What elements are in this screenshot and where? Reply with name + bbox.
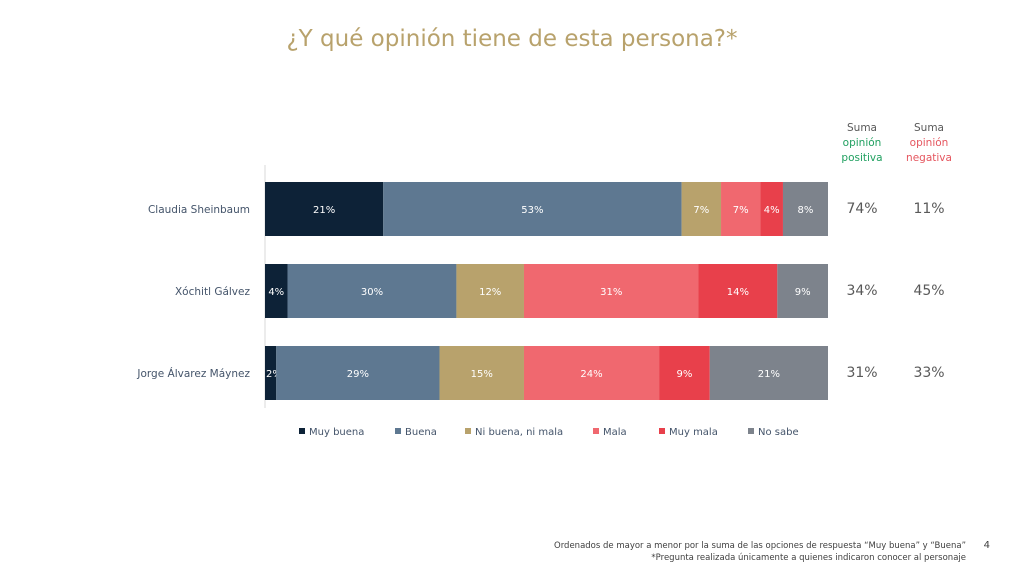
sum-negative-header-line3: negativa: [906, 152, 952, 164]
data-label: 21%: [313, 205, 335, 216]
sum-negative-header-line2: opinión: [910, 137, 949, 149]
legend: Muy buena Buena Ni buena, ni mala Mala Muy m…: [299, 427, 799, 438]
bar-segment: [777, 264, 828, 318]
sum-positive-value: 31%: [846, 365, 877, 381]
bar-segment: [698, 264, 778, 318]
sum-positive-header-line1: Suma: [847, 122, 877, 134]
bar-segment: [439, 346, 524, 400]
data-label: 15%: [471, 369, 493, 380]
data-label: 4%: [268, 287, 284, 298]
sum-negative-header-line1: Suma: [914, 122, 944, 134]
data-label: 24%: [580, 369, 602, 380]
bar-segment: [681, 182, 722, 236]
bar-segment: [265, 182, 384, 236]
bars-group: Claudia Sheinbaum 21% 53% 7% 7% 4% 8% 74% 11% Xóc…: [136, 182, 945, 400]
data-label: 7%: [733, 205, 749, 216]
data-label: 14%: [727, 287, 749, 298]
legend-swatch: [465, 428, 471, 434]
sum-negative-value: 33%: [913, 365, 944, 381]
data-label: 21%: [758, 369, 780, 380]
legend-label: Muy buena: [309, 427, 364, 438]
category-label: Claudia Sheinbaum: [148, 204, 250, 216]
bar-segment: [760, 182, 783, 236]
data-label: 4%: [764, 205, 780, 216]
sum-positive-header-line2: opinión: [843, 137, 882, 149]
bar-segment: [265, 346, 277, 400]
data-label: 30%: [361, 287, 383, 298]
data-label: 53%: [521, 205, 543, 216]
bar-segment: [721, 182, 761, 236]
sum-positive-value: 74%: [846, 201, 877, 217]
legend-swatch: [659, 428, 665, 434]
data-label: 7%: [693, 205, 709, 216]
legend-label: Buena: [405, 427, 437, 438]
page-number: 4: [983, 540, 990, 551]
legend-swatch: [593, 428, 599, 434]
legend-item: Buena: [395, 427, 437, 438]
data-label: 12%: [479, 287, 501, 298]
bar-segment: [523, 346, 660, 400]
footer-line-1: Ordenados de mayor a menor por la suma d…: [554, 541, 966, 551]
bar-segment: [659, 346, 710, 400]
page-title: ¿Y qué opinión tiene de esta persona?*: [286, 26, 738, 52]
legend-swatch: [299, 428, 305, 434]
data-label: 29%: [347, 369, 369, 380]
data-label: 31%: [600, 287, 622, 298]
category-label: Jorge Álvarez Máynez: [136, 367, 250, 380]
legend-swatch: [395, 428, 401, 434]
legend-item: Muy buena: [299, 427, 364, 438]
sum-headers: Suma opinión positiva Suma opinión negativa: [841, 122, 952, 164]
footer-note: Ordenados de mayor a menor por la suma d…: [554, 540, 966, 564]
data-label: 9%: [676, 369, 692, 380]
data-label: 8%: [798, 205, 814, 216]
data-label: 2%: [266, 369, 282, 380]
legend-item: No sabe: [748, 427, 799, 438]
sum-negative-value: 11%: [913, 201, 944, 217]
bar-segment: [276, 346, 440, 400]
legend-item: Mala: [593, 427, 627, 438]
legend-label: Mala: [603, 427, 627, 438]
bar-segment: [383, 182, 682, 236]
category-label: Xóchitl Gálvez: [175, 286, 250, 298]
bar-segment: [709, 346, 828, 400]
legend-label: Ni buena, ni mala: [475, 427, 563, 438]
legend-swatch: [748, 428, 754, 434]
bar-segment: [456, 264, 524, 318]
bar-segment: [782, 182, 828, 236]
legend-item: Muy mala: [659, 427, 718, 438]
footer-line-2: *Pregunta realizada únicamente a quienes…: [651, 553, 966, 563]
legend-label: No sabe: [758, 427, 799, 438]
sum-negative-value: 45%: [913, 283, 944, 299]
bar-segment: [287, 264, 457, 318]
sum-positive-header-line3: positiva: [841, 152, 882, 164]
sum-positive-value: 34%: [846, 283, 877, 299]
bar-segment: [523, 264, 699, 318]
legend-label: Muy mala: [669, 427, 718, 438]
bar-segment: [265, 264, 288, 318]
legend-item: Ni buena, ni mala: [465, 427, 563, 438]
data-label: 9%: [795, 287, 811, 298]
